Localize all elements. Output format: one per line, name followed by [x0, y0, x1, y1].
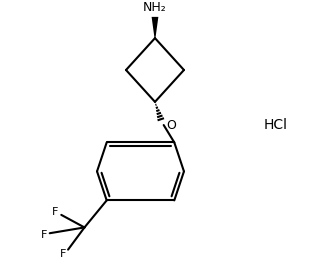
Text: F: F — [41, 230, 47, 240]
Text: NH₂: NH₂ — [143, 1, 167, 14]
Text: F: F — [52, 207, 59, 217]
Polygon shape — [152, 17, 159, 38]
Text: HCl: HCl — [264, 118, 288, 132]
Text: F: F — [60, 250, 66, 259]
Text: O: O — [167, 118, 176, 132]
